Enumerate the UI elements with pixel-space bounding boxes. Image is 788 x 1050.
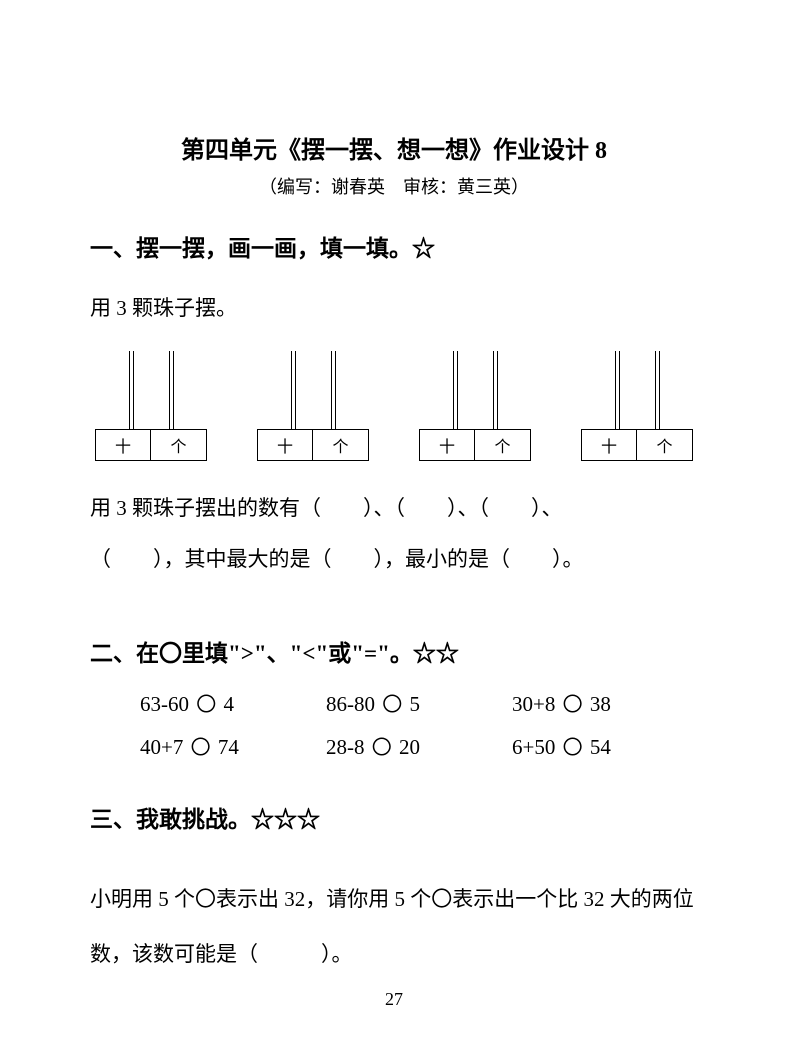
section2-heading: 二、在〇里填">"、"<"或"="。☆☆ (90, 634, 698, 668)
abacus-cell-tens: 十 (582, 430, 637, 460)
abacus-4: 十 个 (581, 351, 693, 461)
abacus-cell-ones: 个 (637, 430, 692, 460)
section1-heading: 一、摆一摆，画一画，填一填。☆ (90, 229, 698, 263)
page-subtitle: （编写：谢春英 审核：黄三英） (90, 173, 698, 199)
page-title: 第四单元《摆一摆、想一想》作业设计 8 (90, 130, 698, 165)
abacus-cell-ones: 个 (475, 430, 530, 460)
section1-line1: 用 3 颗珠子摆出的数有（ ）、（ ）、（ ）、 (90, 483, 698, 533)
equation-row: 63-60 〇 4 86-80 〇 5 30+8 〇 38 (140, 688, 698, 717)
section3-heading: 三、我敢挑战。☆☆☆ (90, 800, 698, 834)
abacus-3: 十 个 (419, 351, 531, 461)
section1-intro: 用 3 颗珠子摆。 (90, 283, 698, 333)
equation-item: 40+7 〇 74 (140, 731, 326, 760)
abacus-row: 十 个 十 个 十 个 十 个 (90, 351, 698, 461)
abacus-cell-ones: 个 (151, 430, 206, 460)
equation-row: 40+7 〇 74 28-8 〇 20 6+50 〇 54 (140, 731, 698, 760)
page-number: 27 (0, 989, 788, 1010)
equation-item: 6+50 〇 54 (512, 731, 698, 760)
abacus-cell-tens: 十 (96, 430, 151, 460)
abacus-cell-tens: 十 (420, 430, 475, 460)
abacus-2: 十 个 (257, 351, 369, 461)
section3-paragraph: 小明用 5 个〇表示出 32，请你用 5 个〇表示出一个比 32 大的两位数，该… (90, 872, 698, 981)
abacus-1: 十 个 (95, 351, 207, 461)
equation-item: 63-60 〇 4 (140, 688, 326, 717)
abacus-cell-ones: 个 (313, 430, 368, 460)
equation-item: 86-80 〇 5 (326, 688, 512, 717)
equation-item: 28-8 〇 20 (326, 731, 512, 760)
abacus-cell-tens: 十 (258, 430, 313, 460)
equation-item: 30+8 〇 38 (512, 688, 698, 717)
section1-line2: （ ），其中最大的是（ ），最小的是（ ）。 (90, 534, 698, 584)
equation-table: 63-60 〇 4 86-80 〇 5 30+8 〇 38 40+7 〇 74 … (140, 688, 698, 760)
